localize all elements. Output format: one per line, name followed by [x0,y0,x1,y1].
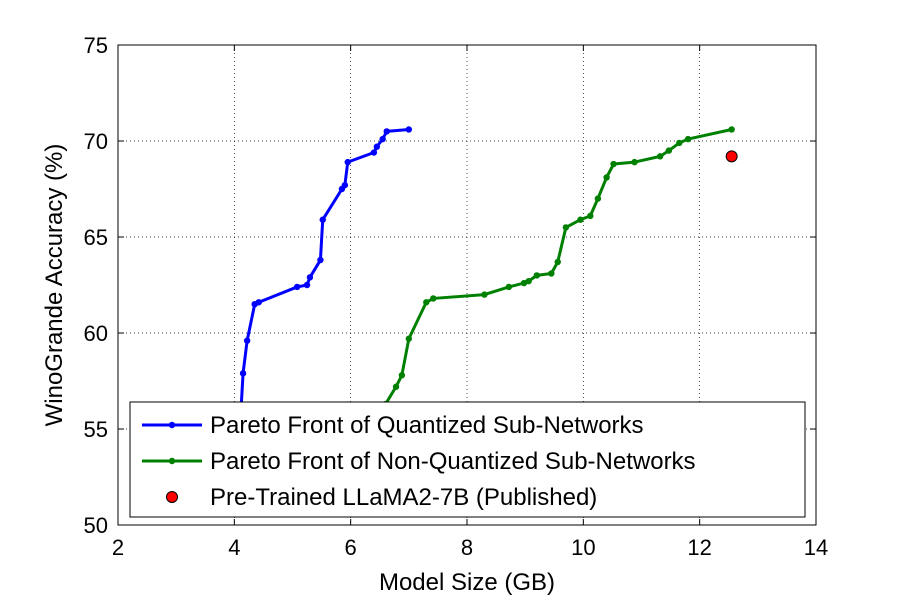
y-axis-title: WinoGrande Accuracy (%) [41,144,68,427]
x-tick-label: 10 [571,535,595,560]
data-point [423,299,430,306]
legend-item: Pareto Front of Non-Quantized Sub-Networ… [142,448,696,475]
legend-marker-swatch [166,491,178,503]
data-point [548,270,555,277]
data-point [610,160,617,168]
x-tick-label: 12 [687,535,711,560]
series-1 [382,126,735,408]
data-point [303,281,311,289]
legend-label: Pareto Front of Quantized Sub-Networks [210,412,644,439]
data-point [684,135,692,143]
y-tick-label: 75 [84,33,108,58]
legend-label: Pareto Front of Non-Quantized Sub-Networ… [210,448,696,475]
data-point [398,372,406,379]
data-point [243,337,251,344]
y-tick-label: 55 [84,417,108,442]
legend-marker-swatch [168,457,176,465]
data-point [370,149,378,156]
data-point [319,216,326,223]
data-point [239,370,247,377]
x-tick-label: 14 [804,535,828,560]
data-point [676,139,683,147]
y-tick-label: 65 [84,225,108,250]
legend-box [129,401,806,518]
series-0 [236,126,413,429]
data-point [341,181,349,189]
data-point [293,283,301,291]
series-line [384,128,732,405]
axis-ticks: 2 4 6 8 10 12 14 50 55 60 65 70 75 [84,33,829,560]
data-point [373,143,381,150]
data-point [725,150,738,163]
data-point [481,291,488,298]
data-point [554,258,561,266]
data-point [405,126,413,133]
data-point [430,295,437,302]
x-tick-label: 2 [112,535,124,560]
legend-item: Pre-Trained LLaMA2-7B (Published) [166,484,597,511]
data-point [577,216,584,223]
data-point [665,147,673,154]
legend: Pareto Front of Quantized Sub-Networks Pa… [129,401,806,518]
data-point [603,174,610,181]
data-point [533,272,540,279]
data-point [505,283,513,291]
data-point [587,212,594,220]
y-tick-label: 70 [84,129,108,154]
y-tick-label: 60 [84,321,108,346]
data-point [594,195,602,202]
legend-label: Pre-Trained LLaMA2-7B (Published) [210,484,597,511]
x-tick-label: 4 [228,535,240,560]
data-point [317,256,324,264]
data-point [344,158,351,166]
x-axis-title: Model Size (GB) [379,569,555,596]
data-point [631,158,638,166]
data-point [525,277,532,285]
legend-item: Pareto Front of Quantized Sub-Networks [142,412,644,439]
plot-series [236,126,738,429]
x-tick-label: 8 [461,535,473,560]
data-point [255,299,262,306]
data-point [306,274,314,281]
x-tick-label: 6 [345,535,357,560]
data-point [562,224,570,231]
data-point [405,335,413,342]
data-point [656,153,664,160]
series-line [238,127,409,426]
data-point [379,135,386,143]
legend-marker-swatch [168,421,176,429]
series-2 [725,150,738,163]
data-point [383,128,390,135]
y-tick-label: 50 [84,513,108,538]
data-point [728,126,735,133]
data-point [392,383,400,390]
